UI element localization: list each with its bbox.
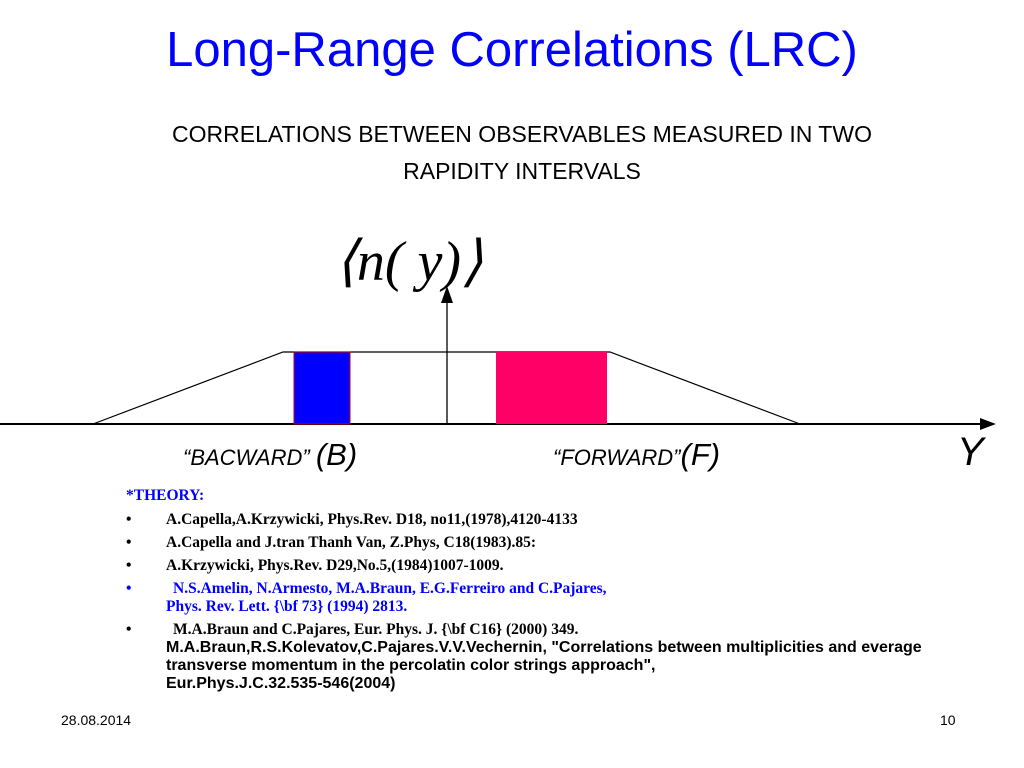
rapidity-axis-arrow	[980, 418, 996, 430]
vertical-axis-arrow	[441, 286, 453, 303]
backward-label: “BACWARD” (B)	[183, 437, 357, 473]
bullet-icon: •	[126, 580, 132, 597]
footer-date: 28.08.2014	[61, 712, 132, 728]
reference-text: A.Capella,A.Krzywicki, Phys.Rev. D18, no…	[166, 511, 578, 528]
reference-item: • A.Capella and J.tran Thanh Van, Z.Phys,…	[126, 534, 956, 552]
multiplicity-plateau	[92, 351, 801, 425]
reference-item: • N.S.Amelin, N.Armesto, M.A.Braun, E.G.F…	[126, 580, 956, 616]
forward-code: (F)	[680, 437, 721, 472]
forward-label: “FORWARD”(F)	[553, 437, 720, 473]
forward-text: “FORWARD”	[553, 445, 681, 470]
backward-window	[293, 351, 351, 425]
forward-window	[496, 352, 607, 424]
references-header: *THEORY:	[126, 487, 205, 504]
page-number: 10	[940, 712, 956, 728]
density-formula: ⟨n( y)⟩	[335, 231, 483, 293]
references-block: *THEORY: • A.Capella,A.Krzywicki, Phys.Re…	[126, 487, 956, 698]
bullet-icon: •	[126, 534, 132, 551]
bullet-icon: •	[126, 511, 132, 528]
slide-title: Long-Range Correlations (LRC)	[166, 23, 858, 77]
rapidity-axis-label: Y	[957, 430, 984, 474]
rapidity-diagram: ⟨n( y)⟩	[0, 231, 996, 430]
reference-text: M.A.Braun and C.Pajares, Eur. Phys. J. {…	[173, 621, 579, 638]
bullet-icon: •	[126, 621, 132, 638]
reference-text: M.A.Braun,R.S.Kolevatov,C.Pajares.V.V.Ve…	[166, 639, 922, 674]
reference-text: Eur.Phys.J.C.32.535-546(2004)	[166, 675, 396, 692]
reference-text: N.S.Amelin, N.Armesto, M.A.Braun, E.G.Fe…	[173, 580, 607, 597]
backward-text: “BACWARD”	[183, 445, 316, 470]
reference-item: • M.A.Braun and C.Pajares, Eur. Phys. J. …	[126, 621, 956, 693]
reference-text: A.Krzywicki, Phys.Rev. D29,No.5,(1984)10…	[166, 557, 504, 574]
bullet-icon: •	[126, 557, 132, 574]
reference-item: • A.Krzywicki, Phys.Rev. D29,No.5,(1984)1…	[126, 557, 956, 575]
reference-text: Phys. Rev. Lett. {\bf 73} (1994) 2813.	[166, 598, 408, 615]
subtitle-line-2: RAPIDITY INTERVALS	[403, 158, 641, 184]
reference-item: • A.Capella,A.Krzywicki, Phys.Rev. D18, n…	[126, 511, 956, 529]
subtitle-line-1: CORRELATIONS BETWEEN OBSERVABLES MEASURE…	[172, 121, 872, 147]
slide-subtitle: CORRELATIONS BETWEEN OBSERVABLES MEASURE…	[60, 116, 984, 190]
reference-text: A.Capella and J.tran Thanh Van, Z.Phys, …	[166, 534, 537, 551]
backward-code: (B)	[315, 437, 358, 472]
references-list: • A.Capella,A.Krzywicki, Phys.Rev. D18, n…	[126, 511, 956, 693]
